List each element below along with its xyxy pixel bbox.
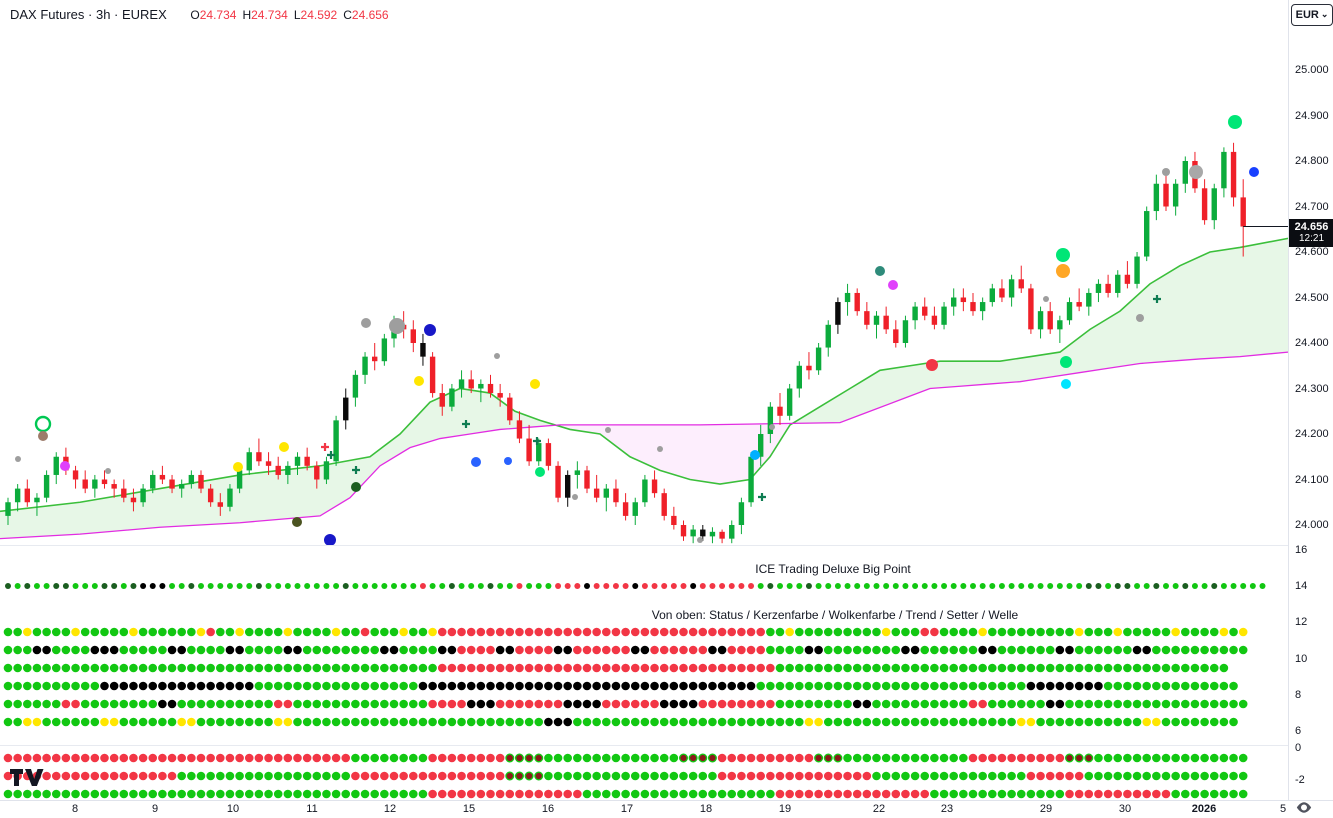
price-axis-label: 24.500 <box>1295 292 1329 304</box>
indicator-title[interactable]: ICE Trading Deluxe Big Point <box>755 562 911 576</box>
currency-label: EUR <box>1295 9 1319 21</box>
pane-separator-2[interactable] <box>0 745 1288 746</box>
price-axis-label: 0 <box>1295 742 1302 754</box>
ohlc-value: 24.734 <box>251 8 288 22</box>
ohlc-label: L <box>293 8 301 22</box>
ohlc-value: 24.656 <box>351 8 389 22</box>
time-axis-label: 10 <box>226 803 240 815</box>
price-axis-label: -2 <box>1295 774 1305 786</box>
ohlc-label: H <box>242 8 252 22</box>
price-axis-label: 24.900 <box>1295 110 1329 122</box>
time-axis-label: 18 <box>699 803 713 815</box>
signal-markers <box>15 115 1259 546</box>
price-axis-label: 6 <box>1295 725 1302 737</box>
time-axis-label: 19 <box>778 803 792 815</box>
chevron-down-icon: ⌄ <box>1320 8 1329 19</box>
price-axis-label: 24.600 <box>1295 246 1329 258</box>
time-axis-label: 8 <box>71 803 79 815</box>
indicator-subtitle: Von oben: Status / Kerzenfarbe / Wolkenf… <box>651 608 1019 622</box>
price-axis-label: 12 <box>1295 616 1308 628</box>
price-axis-label: 24.300 <box>1295 383 1329 395</box>
last-price-tag: 24.656 12:21 <box>1289 219 1333 247</box>
price-axis-label: 8 <box>1295 689 1302 701</box>
price-axis-label: 24.200 <box>1295 428 1329 440</box>
tradingview-logo[interactable] <box>8 766 46 793</box>
currency-button[interactable]: EUR ⌄ <box>1291 4 1333 26</box>
symbol-title[interactable]: DAX Futures · 3h · EUREX <box>10 7 167 22</box>
ohlc-values: O24.734 H24.734 L24.592 C24.656 <box>184 8 388 22</box>
price-axis-label: 24.700 <box>1295 201 1329 213</box>
axis-corner <box>1295 801 1313 814</box>
time-axis-label: 15 <box>462 803 476 815</box>
time-axis-label: 12 <box>383 803 397 815</box>
price-axis-label: 16 <box>1295 544 1308 556</box>
price-axis[interactable]: EUR ⌄ 24.656 12:21 25.000 24.900 24.800 24.… <box>1288 0 1333 800</box>
time-axis-label: 16 <box>541 803 555 815</box>
time-axis-label: 9 <box>151 803 159 815</box>
symbol-legend[interactable]: DAX Futures · 3h · EUREX O24.734 H24.734 L… <box>10 7 389 22</box>
time-axis-label: 2026 <box>1191 803 1217 815</box>
pane-separator-1[interactable] <box>0 545 1288 546</box>
price-axis-label: 24.000 <box>1295 519 1329 531</box>
time-axis-label: 22 <box>872 803 886 815</box>
price-axis-label: 14 <box>1295 580 1308 592</box>
time-axis[interactable]: 8 9 10 11 12 15 16 17 18 19 22 23 29 30 2026 5 <box>0 800 1333 818</box>
time-axis-label: 30 <box>1118 803 1132 815</box>
price-axis-label: 24.800 <box>1295 155 1329 167</box>
indicator-dot-grid <box>3 583 1266 799</box>
eye-icon[interactable] <box>1295 801 1313 814</box>
ohlc-value: 24.592 <box>300 8 338 22</box>
candlesticks <box>5 142 1246 544</box>
price-axis-label: 25.000 <box>1295 64 1329 76</box>
time-axis-label: 29 <box>1039 803 1053 815</box>
bar-countdown: 12:21 <box>1298 233 1325 244</box>
ohlc-label: C <box>343 8 352 22</box>
last-price-value: 24.656 <box>1294 221 1329 233</box>
time-axis-label: 5 <box>1279 803 1287 815</box>
price-axis-label: 24.100 <box>1295 474 1329 486</box>
price-axis-label: 10 <box>1295 653 1308 665</box>
time-axis-label: 23 <box>940 803 954 815</box>
price-axis-label: 24.400 <box>1295 337 1329 349</box>
time-axis-label: 11 <box>306 803 318 815</box>
time-axis-label: 17 <box>620 803 634 815</box>
ohlc-label: O <box>190 8 200 22</box>
ohlc-value: 24.734 <box>199 8 237 22</box>
